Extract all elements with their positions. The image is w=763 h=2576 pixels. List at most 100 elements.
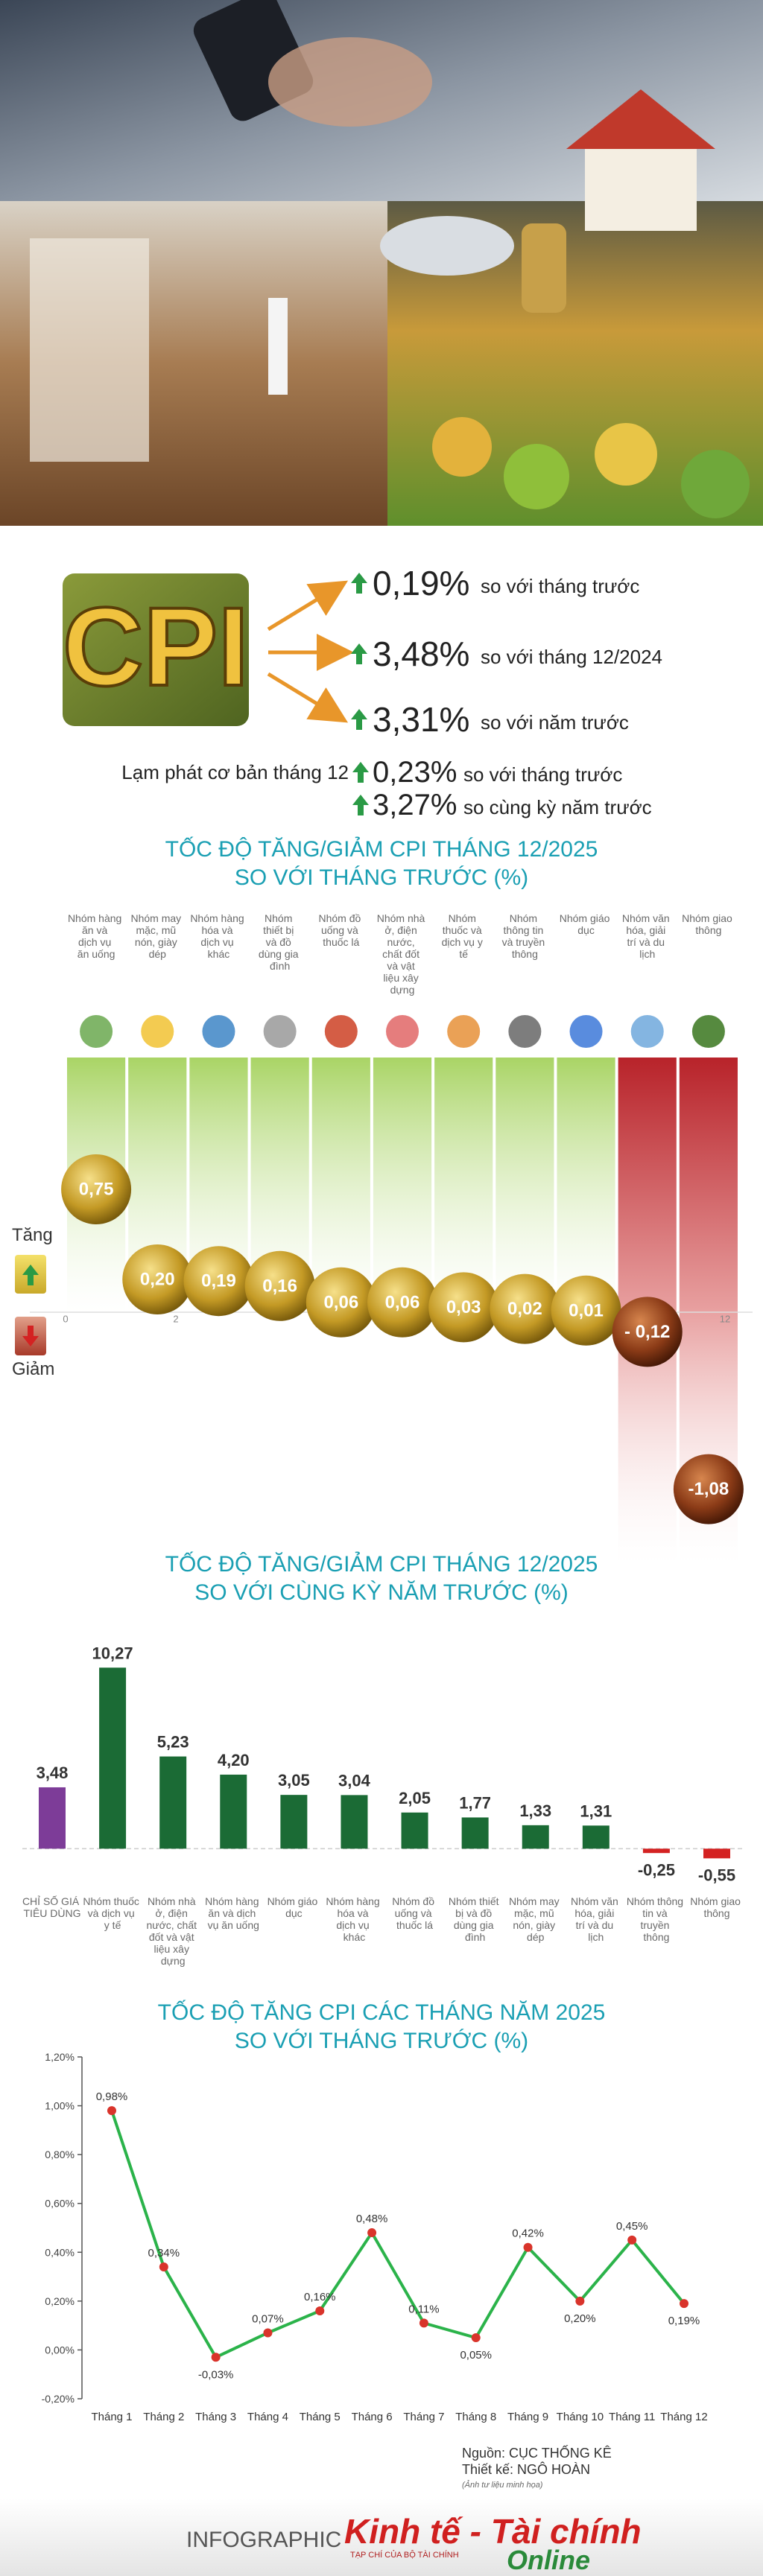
label-line: thuốc và — [443, 924, 485, 936]
value-label: 3,48 — [37, 1764, 69, 1782]
value-ball — [428, 1272, 499, 1343]
cpi-text: so với năm trước — [481, 711, 629, 734]
x-tick-label: Tháng 12 — [660, 2411, 707, 2423]
point — [367, 2228, 377, 2238]
chart-title: TỐC ĐỘ TĂNG/GIẢM CPI THÁNG 12/2025 — [165, 1551, 598, 1577]
label-line: vụ ăn uống — [208, 1919, 259, 1931]
point — [315, 2306, 325, 2315]
label-line: Nhóm may — [509, 1895, 563, 1907]
label-line: uống và — [321, 924, 361, 936]
label-line: Nhóm hàng — [326, 1895, 382, 1907]
core-text: so với tháng trước — [463, 763, 622, 786]
category-icon — [263, 1015, 297, 1048]
footer-infographic: INFOGRAPHIC — [186, 2528, 341, 2552]
label-line: dùng gia — [259, 948, 302, 960]
category-label: Nhóm giao thông — [690, 1895, 744, 1919]
point — [627, 2235, 637, 2245]
value-ball — [61, 1154, 132, 1224]
value-ball — [490, 1273, 560, 1344]
bar — [461, 1817, 489, 1849]
y-tick-label: 0,60% — [45, 2198, 75, 2210]
value-ball — [673, 1454, 744, 1524]
cpi-line — [110, 2110, 686, 2359]
category-icon — [202, 1015, 235, 1048]
label-line: và đồ — [266, 936, 294, 948]
label-line: hóa và — [201, 924, 235, 936]
category-label: Nhóm hàng ăn và dịch vụ ăn uống — [205, 1895, 262, 1931]
point-label: 0,45% — [616, 2220, 648, 2233]
label-line: thuốc lá — [396, 1919, 433, 1931]
core-value: 3,27% — [373, 789, 457, 821]
y-tick-label: 0,40% — [45, 2246, 75, 2258]
x-tick-label: Tháng 8 — [455, 2411, 496, 2423]
column-bg — [496, 1058, 554, 1312]
value-label: 10,27 — [92, 1644, 133, 1662]
label-line: dùng gia — [454, 1919, 497, 1931]
label-line: Nhóm nhà — [148, 1895, 198, 1907]
label-line: Nhóm giao — [690, 1895, 744, 1907]
value-ball — [367, 1267, 437, 1338]
value-label: 1,31 — [580, 1801, 612, 1820]
cpi-value: 0,19% — [373, 564, 469, 602]
label-line: dịch vụ — [336, 1919, 372, 1931]
designer: Thiết kế: NGÔ HOÀN — [462, 2461, 590, 2477]
bar — [341, 1795, 368, 1849]
footer-brand: Kinh tế - Tài chính — [344, 2512, 642, 2551]
label-line: dựng — [390, 984, 415, 996]
category-label: Nhóm giáo dục — [267, 1895, 321, 1919]
value-label: - 0,12 — [624, 1322, 670, 1342]
category-label: Nhóm giáo dục — [560, 912, 613, 936]
value-ball — [122, 1244, 193, 1314]
point — [523, 2242, 533, 2252]
label-line: bị và đồ — [455, 1907, 495, 1919]
label-line: hóa, giải — [574, 1907, 617, 1919]
label-line: ở, điện — [384, 924, 420, 936]
label-line: y tế — [104, 1919, 121, 1931]
value-label: 0,01 — [569, 1300, 604, 1320]
category-icon — [630, 1015, 664, 1048]
label-line: dựng — [161, 1955, 186, 1967]
label-line: Nhóm — [265, 912, 295, 924]
point-label: 0,20% — [564, 2312, 596, 2325]
y-tick-label: -0,20% — [42, 2393, 75, 2405]
label-line: nước, chất — [146, 1919, 199, 1931]
label-line: Nhóm giáo — [267, 1895, 321, 1907]
label-line: liệu xây — [154, 1943, 192, 1955]
cpi-text: so với tháng trước — [481, 575, 639, 597]
x-tick-label: Tháng 11 — [609, 2411, 655, 2423]
label-line: trí và du — [576, 1919, 616, 1931]
bar — [522, 1825, 549, 1849]
value-label: 2,05 — [399, 1789, 431, 1807]
photo-note: (Ảnh tư liệu minh họa) — [462, 2480, 543, 2490]
label-line: Nhóm hàng — [68, 912, 124, 924]
label-line: ăn và — [82, 924, 110, 936]
category-icon — [691, 1015, 725, 1048]
value-ball — [612, 1297, 683, 1367]
point-label: 0,16% — [304, 2291, 336, 2303]
column-bg — [434, 1058, 493, 1312]
label-line: Nhóm thông — [627, 1895, 686, 1907]
up-arrow — [351, 709, 367, 730]
point — [575, 2296, 585, 2306]
point-label: -0,03% — [198, 2368, 234, 2381]
point — [159, 2262, 168, 2271]
label-line: và dịch vụ — [88, 1907, 138, 1919]
value-label: 1,33 — [519, 1801, 551, 1820]
point-label: 0,11% — [408, 2303, 439, 2315]
up-arrow — [352, 795, 369, 815]
point — [680, 2299, 688, 2309]
label-line: uống và — [395, 1907, 435, 1919]
label-line: truyền — [641, 1919, 673, 1931]
label-line: nón, giày — [135, 936, 180, 948]
label-line: Nhóm — [449, 912, 479, 924]
logo-text: CPI — [63, 584, 249, 709]
column-bg — [557, 1058, 615, 1312]
point — [107, 2106, 116, 2116]
bar — [159, 1756, 187, 1849]
core-text: so cùng kỳ năm trước — [463, 796, 652, 818]
label-line: thông — [703, 1907, 729, 1919]
value-label: -0,55 — [698, 1866, 735, 1884]
bar — [280, 1795, 308, 1849]
label-line: thiết bị — [263, 924, 297, 936]
value-ball — [305, 1267, 376, 1338]
